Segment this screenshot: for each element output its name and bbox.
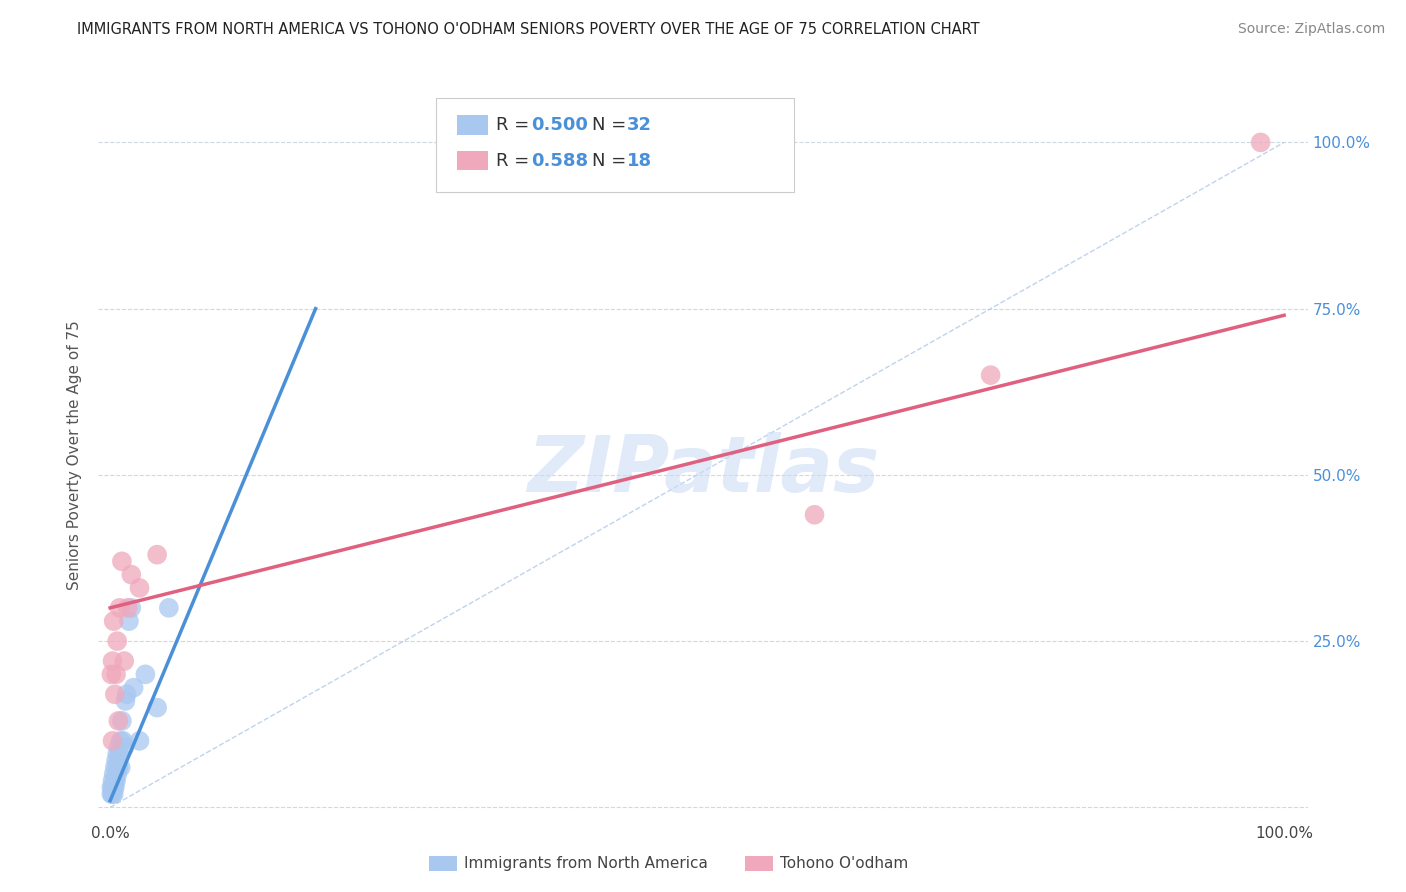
Point bbox=[111, 554, 134, 568]
Text: R =: R = bbox=[496, 152, 536, 169]
Text: ZIPatlas: ZIPatlas bbox=[527, 432, 879, 508]
Point bbox=[112, 654, 135, 668]
Point bbox=[107, 740, 129, 755]
Point bbox=[105, 773, 128, 788]
Point bbox=[101, 787, 124, 801]
Point bbox=[105, 667, 128, 681]
Point bbox=[134, 667, 156, 681]
Point bbox=[120, 600, 142, 615]
Point bbox=[101, 780, 124, 795]
Point bbox=[114, 694, 136, 708]
Text: IMMIGRANTS FROM NORTH AMERICA VS TOHONO O'ODHAM SENIORS POVERTY OVER THE AGE OF : IMMIGRANTS FROM NORTH AMERICA VS TOHONO … bbox=[77, 22, 980, 37]
Point bbox=[105, 747, 128, 761]
Point bbox=[146, 700, 169, 714]
Point bbox=[104, 773, 127, 788]
Point bbox=[105, 634, 128, 648]
Point bbox=[120, 567, 142, 582]
Text: 32: 32 bbox=[627, 116, 652, 134]
Point bbox=[117, 600, 139, 615]
Text: 0.588: 0.588 bbox=[531, 152, 589, 169]
Point bbox=[111, 714, 134, 728]
Point bbox=[104, 760, 127, 774]
Point bbox=[103, 780, 125, 795]
Text: N =: N = bbox=[592, 152, 631, 169]
Point bbox=[101, 654, 124, 668]
Text: N =: N = bbox=[592, 116, 631, 134]
Point bbox=[110, 760, 132, 774]
Point bbox=[128, 581, 150, 595]
Point bbox=[104, 780, 127, 795]
Point bbox=[112, 734, 135, 748]
Point bbox=[101, 734, 124, 748]
Point bbox=[146, 548, 169, 562]
Point bbox=[108, 600, 131, 615]
Point bbox=[105, 754, 128, 768]
Point bbox=[100, 787, 122, 801]
Text: R =: R = bbox=[496, 116, 536, 134]
Text: Immigrants from North America: Immigrants from North America bbox=[464, 856, 707, 871]
Point bbox=[112, 740, 135, 755]
Point bbox=[122, 681, 145, 695]
Point bbox=[115, 687, 138, 701]
Text: Source: ZipAtlas.com: Source: ZipAtlas.com bbox=[1237, 22, 1385, 37]
Point bbox=[980, 368, 1002, 383]
Point bbox=[103, 767, 125, 781]
Point bbox=[101, 773, 124, 788]
Point bbox=[108, 747, 131, 761]
Point bbox=[103, 787, 125, 801]
Point bbox=[110, 734, 132, 748]
Text: Tohono O'odham: Tohono O'odham bbox=[780, 856, 908, 871]
Point bbox=[118, 614, 141, 628]
Point bbox=[157, 600, 180, 615]
Point bbox=[104, 687, 127, 701]
Point bbox=[100, 667, 122, 681]
Point bbox=[1250, 136, 1272, 150]
Text: 18: 18 bbox=[627, 152, 652, 169]
Point bbox=[105, 767, 128, 781]
Text: 0.500: 0.500 bbox=[531, 116, 588, 134]
Point bbox=[100, 780, 122, 795]
Point bbox=[803, 508, 825, 522]
Y-axis label: Seniors Poverty Over the Age of 75: Seniors Poverty Over the Age of 75 bbox=[67, 320, 83, 590]
Point bbox=[128, 734, 150, 748]
Point bbox=[103, 614, 125, 628]
Point bbox=[107, 760, 129, 774]
Point bbox=[107, 714, 129, 728]
